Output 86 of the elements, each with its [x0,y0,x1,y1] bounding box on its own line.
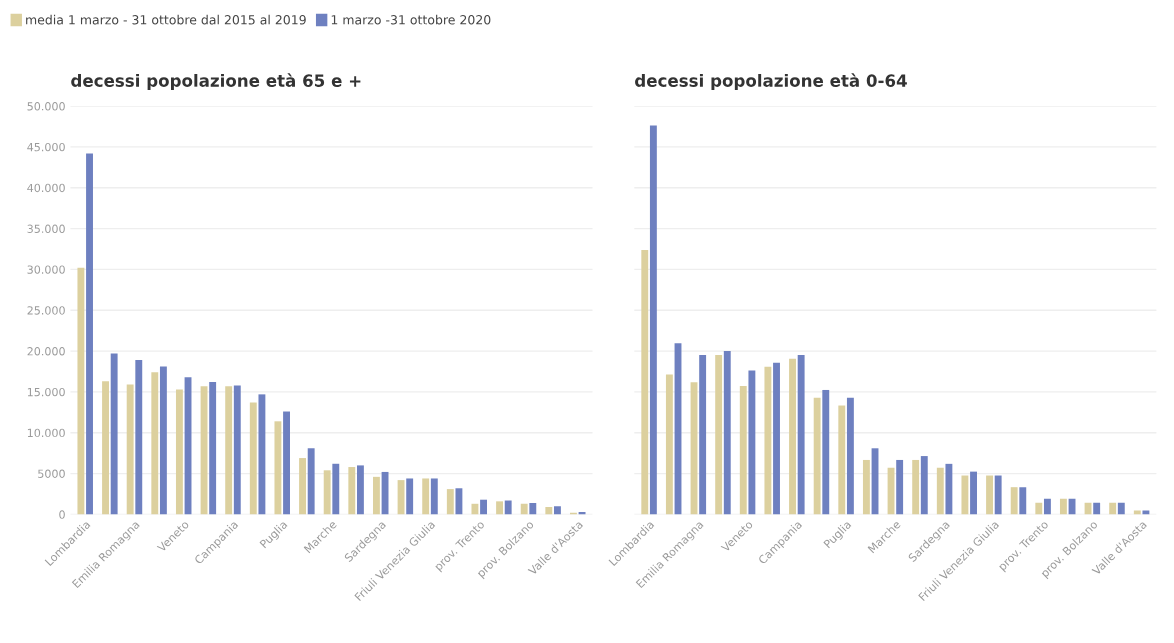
bar [397,480,405,515]
bar [739,386,747,515]
bar [748,370,756,515]
y-tick-label: 10.000 [27,428,65,438]
bar [348,467,356,515]
bar [986,475,993,515]
bar [649,125,657,515]
bar [1019,487,1027,515]
bar [430,478,438,515]
y-tick-label: 20.000 [27,347,65,356]
bar [797,354,805,515]
bar [209,382,217,515]
y-tick-label: 45.000 [27,142,65,152]
bar [504,500,512,515]
legend-label: 1 marzo -31 ottobre 2020 [331,14,491,25]
y-tick-label: 5000 [38,469,65,478]
bar [323,470,331,515]
bar [723,351,731,515]
bar [862,459,870,515]
bar [258,394,266,515]
bar [446,489,454,515]
bar [912,459,920,515]
bar [372,476,380,515]
bar [970,471,977,515]
bar [151,372,159,515]
bar [545,507,553,515]
bar [1010,487,1018,515]
bar [1043,498,1051,515]
bar [225,386,233,515]
bar [920,456,928,515]
bar [665,374,673,515]
bar [1109,502,1117,515]
bar [846,397,854,515]
bar [994,475,1002,515]
bar [102,381,109,515]
bar [1093,502,1101,515]
bar [332,463,340,515]
bar [529,502,537,515]
bar [307,448,315,515]
bar [520,503,528,515]
bar [77,267,85,515]
y-tick-label: 15.000 [27,387,65,397]
bar [961,475,969,515]
bar [641,249,649,515]
bar [896,459,904,515]
bar [945,463,953,515]
bar [471,503,479,515]
bar [1059,498,1067,515]
y-tick-label: 50.000 [27,102,65,111]
bar [789,358,796,515]
bar [455,488,463,515]
bar [822,389,830,515]
bar [715,354,723,515]
y-tick-label: 35.000 [27,224,65,233]
y-tick-label: 30.000 [27,265,65,274]
bar [480,499,487,515]
bar [283,411,290,515]
bar [1117,502,1125,515]
bar [135,360,143,515]
bar [86,153,93,515]
bar [175,389,183,515]
chart-title: decessi popolazione età 0-64 [635,73,907,91]
bar [299,458,306,515]
bar [773,362,780,515]
y-tick-label: 0 [59,510,65,519]
bar [233,385,241,515]
bar [813,397,821,515]
bar [159,366,167,515]
bar [406,478,414,515]
bar [126,384,134,515]
y-tick-label: 40.000 [27,183,65,193]
bar [249,402,257,515]
chart-title: decessi popolazione età 65 e + [71,73,361,91]
bar [936,467,944,515]
bar [422,478,430,515]
bar [110,353,118,515]
legend-label: media 1 marzo - 31 ottobre dal 2015 al 2019 [26,14,306,25]
bar [274,421,282,515]
bar [496,501,504,515]
bar [838,405,846,515]
bar [764,366,772,515]
bar [699,354,707,515]
y-tick-label: 25.000 [27,306,65,315]
bar [1035,502,1043,515]
bar [553,506,561,515]
bar [356,465,364,515]
